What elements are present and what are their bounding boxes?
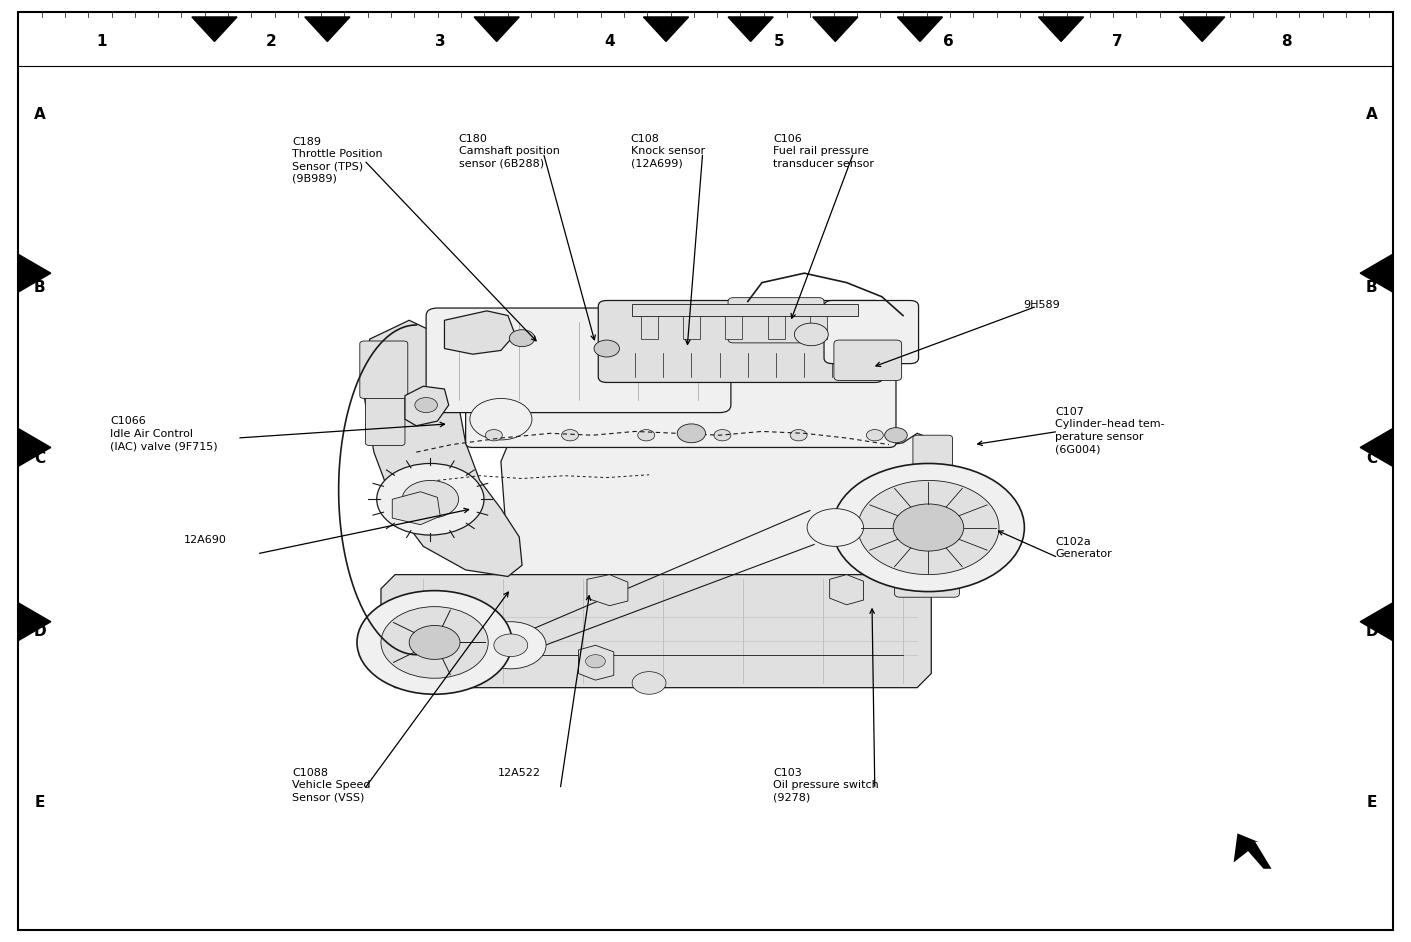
FancyBboxPatch shape (426, 308, 731, 413)
FancyBboxPatch shape (834, 340, 902, 381)
FancyBboxPatch shape (728, 298, 824, 343)
Bar (768, 316, 785, 339)
Polygon shape (392, 492, 440, 525)
Text: A: A (1366, 107, 1377, 122)
Polygon shape (1360, 603, 1393, 641)
Text: E: E (34, 795, 45, 810)
Text: E: E (1366, 795, 1377, 810)
Bar (725, 316, 742, 339)
Polygon shape (1360, 254, 1393, 292)
Polygon shape (18, 254, 51, 292)
Circle shape (494, 634, 528, 657)
Circle shape (832, 463, 1024, 592)
Text: C180
Camshaft position
sensor (6B288): C180 Camshaft position sensor (6B288) (459, 134, 559, 169)
FancyBboxPatch shape (913, 435, 952, 493)
Text: B: B (34, 280, 45, 295)
Text: 4: 4 (604, 34, 615, 49)
Text: C1066
Idle Air Control
(IAC) valve (9F715): C1066 Idle Air Control (IAC) valve (9F71… (110, 416, 217, 451)
Polygon shape (643, 17, 689, 41)
Text: D: D (1366, 624, 1377, 639)
Text: 12A522: 12A522 (498, 768, 540, 778)
Circle shape (562, 430, 579, 441)
Text: C1088
Vehicle Speed
Sensor (VSS): C1088 Vehicle Speed Sensor (VSS) (292, 768, 371, 803)
Bar (683, 316, 700, 339)
Text: C108
Knock sensor
(12A699): C108 Knock sensor (12A699) (631, 134, 706, 169)
Text: C103
Oil pressure switch
(9278): C103 Oil pressure switch (9278) (773, 768, 879, 803)
Polygon shape (813, 17, 858, 41)
Polygon shape (1232, 831, 1274, 870)
FancyBboxPatch shape (912, 483, 962, 580)
Text: 7: 7 (1112, 34, 1123, 49)
Circle shape (381, 607, 488, 678)
Polygon shape (405, 386, 449, 426)
Polygon shape (1360, 429, 1393, 466)
Bar (810, 316, 827, 339)
Circle shape (402, 480, 459, 518)
Circle shape (790, 430, 807, 441)
Circle shape (714, 430, 731, 441)
Circle shape (632, 672, 666, 694)
Circle shape (866, 430, 883, 441)
FancyBboxPatch shape (824, 300, 919, 364)
Circle shape (594, 340, 619, 357)
Polygon shape (381, 575, 931, 688)
Bar (632, 304, 858, 316)
Text: 12A690: 12A690 (183, 535, 226, 545)
Polygon shape (474, 17, 519, 41)
Text: C107
Cylinder–head tem-
perature sensor
(6G004): C107 Cylinder–head tem- perature sensor … (1055, 407, 1165, 454)
FancyBboxPatch shape (466, 367, 896, 447)
Circle shape (509, 330, 535, 347)
FancyBboxPatch shape (360, 341, 408, 398)
Text: 6: 6 (943, 34, 954, 49)
Circle shape (677, 424, 706, 443)
Circle shape (476, 622, 546, 669)
Text: 1: 1 (96, 34, 107, 49)
Polygon shape (579, 645, 614, 680)
Circle shape (858, 480, 999, 575)
Circle shape (485, 430, 502, 441)
Text: C102a
Generator: C102a Generator (1055, 537, 1112, 560)
Circle shape (638, 430, 655, 441)
Polygon shape (18, 429, 51, 466)
Circle shape (893, 504, 964, 551)
Polygon shape (830, 575, 864, 605)
Text: 5: 5 (773, 34, 785, 49)
Bar (641, 316, 658, 339)
Polygon shape (18, 603, 51, 641)
Circle shape (357, 591, 512, 694)
Polygon shape (897, 17, 943, 41)
Polygon shape (1038, 17, 1084, 41)
Circle shape (885, 428, 907, 443)
Text: 3: 3 (435, 34, 446, 49)
Text: 9H589: 9H589 (1023, 300, 1060, 310)
Text: C189
Throttle Position
Sensor (TPS)
(9B989): C189 Throttle Position Sensor (TPS) (9B9… (292, 137, 382, 184)
Text: C: C (1366, 451, 1377, 466)
Circle shape (409, 625, 460, 659)
Text: B: B (1366, 280, 1377, 295)
Circle shape (794, 323, 828, 346)
FancyBboxPatch shape (365, 383, 405, 446)
Text: 8: 8 (1281, 34, 1292, 49)
Circle shape (470, 398, 532, 440)
Text: 2: 2 (265, 34, 277, 49)
Text: C106
Fuel rail pressure
transducer sensor: C106 Fuel rail pressure transducer senso… (773, 134, 875, 169)
Polygon shape (364, 320, 522, 577)
FancyBboxPatch shape (895, 533, 959, 597)
Circle shape (807, 509, 864, 546)
Polygon shape (728, 17, 773, 41)
Polygon shape (444, 311, 515, 354)
Polygon shape (192, 17, 237, 41)
Circle shape (377, 463, 484, 535)
Polygon shape (305, 17, 350, 41)
Circle shape (415, 398, 437, 413)
Polygon shape (587, 575, 628, 606)
Polygon shape (1180, 17, 1225, 41)
Text: C: C (34, 451, 45, 466)
FancyBboxPatch shape (598, 300, 883, 382)
Circle shape (586, 655, 605, 668)
Text: D: D (34, 624, 45, 639)
Text: A: A (34, 107, 45, 122)
Polygon shape (501, 433, 945, 577)
